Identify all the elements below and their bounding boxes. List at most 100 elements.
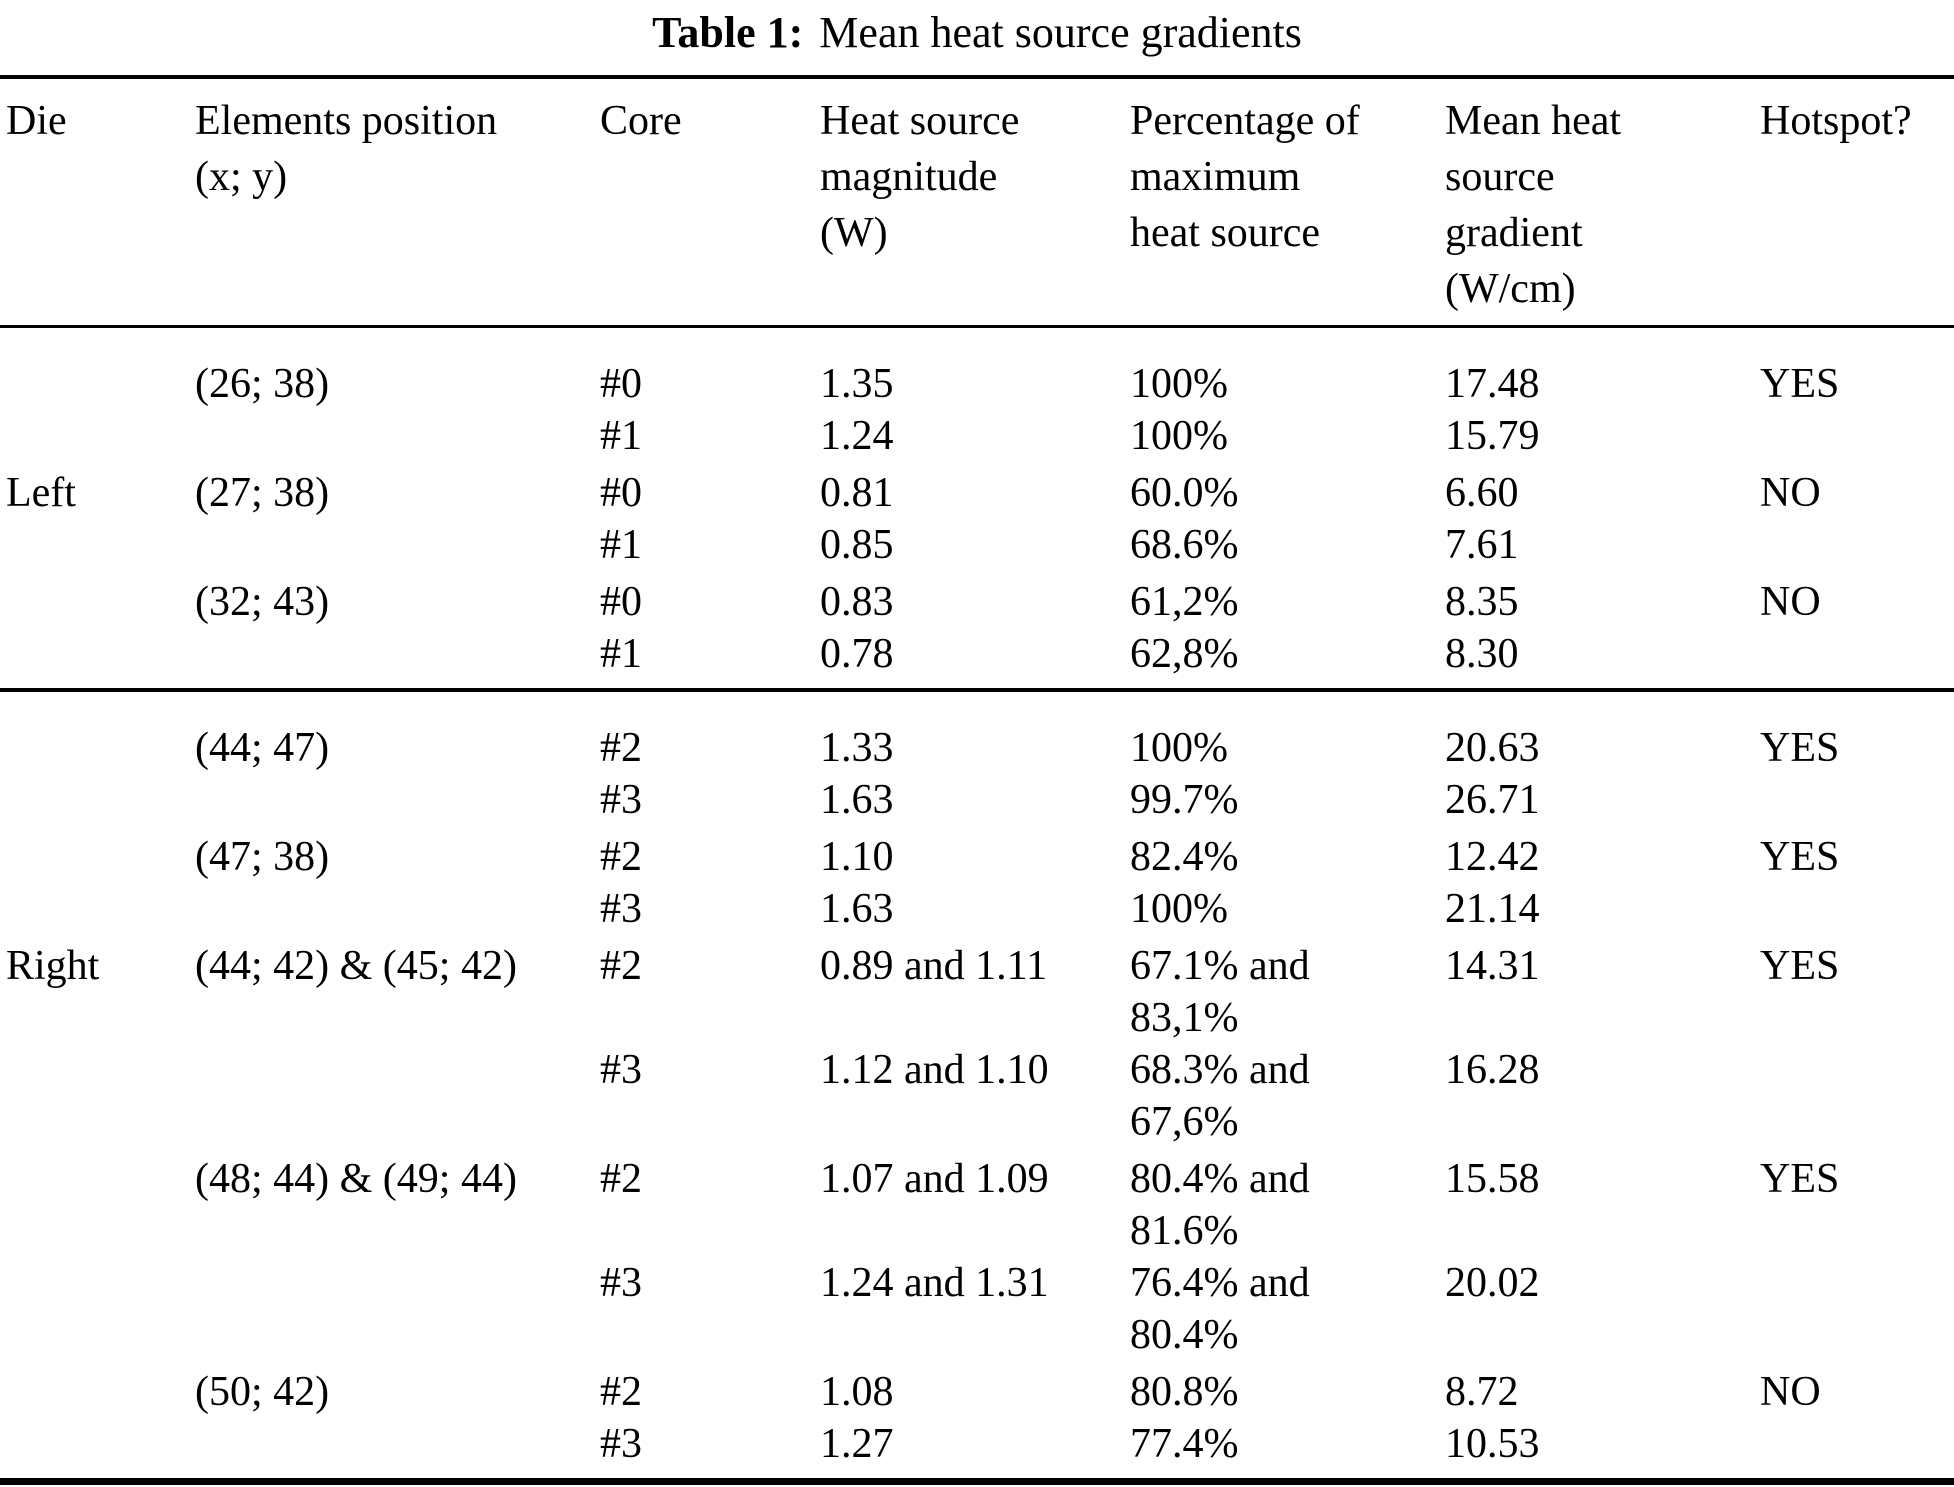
cell-position <box>195 774 600 826</box>
cell-hotspot <box>1760 410 1954 462</box>
table-row: (26; 38) #0 1.35 100% 17.48 YES <box>0 327 1954 411</box>
table-caption: Table 1: Mean heat source gradients <box>0 0 1954 75</box>
table-row: (44; 47) #2 1.33 100% 20.63 YES <box>0 690 1954 774</box>
cell-magnitude: 1.08 <box>820 1369 894 1415</box>
cell-percentage: 100% <box>1130 361 1228 407</box>
cell-die <box>0 571 195 628</box>
col-header-core: Core <box>600 98 682 144</box>
cell-position: (32; 43) <box>195 579 330 625</box>
cell-position: (44; 47) <box>195 725 330 771</box>
table-row: (48; 44) & (49; 44) #2 1.07 and 1.09 80.… <box>0 1148 1954 1257</box>
cell-position: (50; 42) <box>195 1369 330 1415</box>
cell-percentage: 100% <box>1130 413 1228 459</box>
cell-core: #3 <box>600 1421 642 1467</box>
section-left-die: (26; 38) #0 1.35 100% 17.48 YES #1 1.24 … <box>0 327 1954 691</box>
table-caption-text: Mean heat source gradients <box>819 8 1302 57</box>
cell-position: (27; 38) <box>195 470 330 516</box>
cell-magnitude: 0.81 <box>820 470 894 516</box>
cell-magnitude: 1.35 <box>820 361 894 407</box>
table-row: #1 0.78 62,8% 8.30 <box>0 628 1954 690</box>
cell-gradient: 12.42 <box>1445 834 1540 880</box>
cell-gradient: 21.14 <box>1445 886 1540 932</box>
cell-percentage: 76.4% and 80.4% <box>1130 1260 1310 1358</box>
table-row: #3 1.63 100% 21.14 <box>0 883 1954 935</box>
cell-percentage: 68.3% and 67,6% <box>1130 1047 1310 1145</box>
cell-position <box>195 410 600 462</box>
cell-magnitude: 0.89 and 1.11 <box>820 943 1048 989</box>
cell-die <box>0 410 195 462</box>
cell-core: #3 <box>600 777 642 823</box>
cell-core: #0 <box>600 361 642 407</box>
cell-hotspot: YES <box>1760 361 1840 407</box>
cell-die <box>0 883 195 935</box>
cell-core: #3 <box>600 1047 642 1093</box>
table-row: Left (27; 38) #0 0.81 60.0% 6.60 NO <box>0 462 1954 519</box>
cell-percentage: 68.6% <box>1130 522 1239 568</box>
cell-magnitude: 1.27 <box>820 1421 894 1467</box>
cell-die <box>0 774 195 826</box>
cell-magnitude: 0.78 <box>820 631 894 677</box>
cell-percentage: 100% <box>1130 886 1228 932</box>
cell-gradient: 8.30 <box>1445 631 1519 677</box>
cell-position: (26; 38) <box>195 361 330 407</box>
cell-position <box>195 1257 600 1361</box>
cell-hotspot <box>1760 1418 1954 1482</box>
table-caption-label: Table 1: <box>652 8 804 57</box>
cell-magnitude: 1.24 <box>820 413 894 459</box>
cell-magnitude: 0.85 <box>820 522 894 568</box>
cell-position <box>195 628 600 690</box>
cell-magnitude: 1.63 <box>820 886 894 932</box>
table-row: (32; 43) #0 0.83 61,2% 8.35 NO <box>0 571 1954 628</box>
cell-position: (47; 38) <box>195 834 330 880</box>
col-header-magnitude: Heat source magnitude (W) <box>820 98 1020 256</box>
cell-hotspot <box>1760 1257 1954 1361</box>
cell-gradient: 8.72 <box>1445 1369 1519 1415</box>
cell-position: (48; 44) & (49; 44) <box>195 1156 517 1202</box>
cell-die <box>0 826 195 883</box>
cell-percentage: 82.4% <box>1130 834 1239 880</box>
cell-percentage: 60.0% <box>1130 470 1239 516</box>
cell-percentage: 100% <box>1130 725 1228 771</box>
cell-core: #2 <box>600 943 642 989</box>
table-row: #1 0.85 68.6% 7.61 <box>0 519 1954 571</box>
table-row: #3 1.63 99.7% 26.71 <box>0 774 1954 826</box>
cell-core: #2 <box>600 725 642 771</box>
cell-die <box>0 1257 195 1361</box>
cell-magnitude: 1.12 and 1.10 <box>820 1047 1049 1093</box>
cell-percentage: 77.4% <box>1130 1421 1239 1467</box>
table-row: #3 1.12 and 1.10 68.3% and 67,6% 16.28 <box>0 1044 1954 1148</box>
cell-die <box>0 327 195 411</box>
cell-magnitude: 1.07 and 1.09 <box>820 1156 1049 1202</box>
cell-die <box>0 1418 195 1482</box>
cell-position <box>195 883 600 935</box>
cell-gradient: 20.02 <box>1445 1260 1540 1306</box>
cell-magnitude: 1.33 <box>820 725 894 771</box>
col-header-die: Die <box>6 98 67 144</box>
cell-die <box>0 1044 195 1148</box>
col-header-position: Elements position (x; y) <box>195 98 498 200</box>
cell-die <box>0 519 195 571</box>
cell-percentage: 61,2% <box>1130 579 1239 625</box>
cell-core: #1 <box>600 631 642 677</box>
cell-hotspot <box>1760 1044 1954 1148</box>
table-row: (47; 38) #2 1.10 82.4% 12.42 YES <box>0 826 1954 883</box>
col-header-percentage: Percentage of maximum heat source <box>1130 98 1360 256</box>
cell-hotspot: NO <box>1760 579 1821 625</box>
cell-hotspot <box>1760 628 1954 690</box>
cell-core: #3 <box>600 1260 642 1306</box>
cell-magnitude: 1.63 <box>820 777 894 823</box>
cell-core: #0 <box>600 470 642 516</box>
cell-core: #1 <box>600 413 642 459</box>
cell-hotspot <box>1760 883 1954 935</box>
cell-gradient: 15.79 <box>1445 413 1540 459</box>
cell-gradient: 10.53 <box>1445 1421 1540 1467</box>
cell-core: #0 <box>600 579 642 625</box>
table-row: #3 1.27 77.4% 10.53 <box>0 1418 1954 1482</box>
section-right-die: (44; 47) #2 1.33 100% 20.63 YES #3 1.63 … <box>0 690 1954 1482</box>
cell-core: #2 <box>600 1156 642 1202</box>
cell-magnitude: 1.24 and 1.31 <box>820 1260 1049 1306</box>
cell-gradient: 15.58 <box>1445 1156 1540 1202</box>
cell-gradient: 20.63 <box>1445 725 1540 771</box>
cell-hotspot: YES <box>1760 1156 1840 1202</box>
